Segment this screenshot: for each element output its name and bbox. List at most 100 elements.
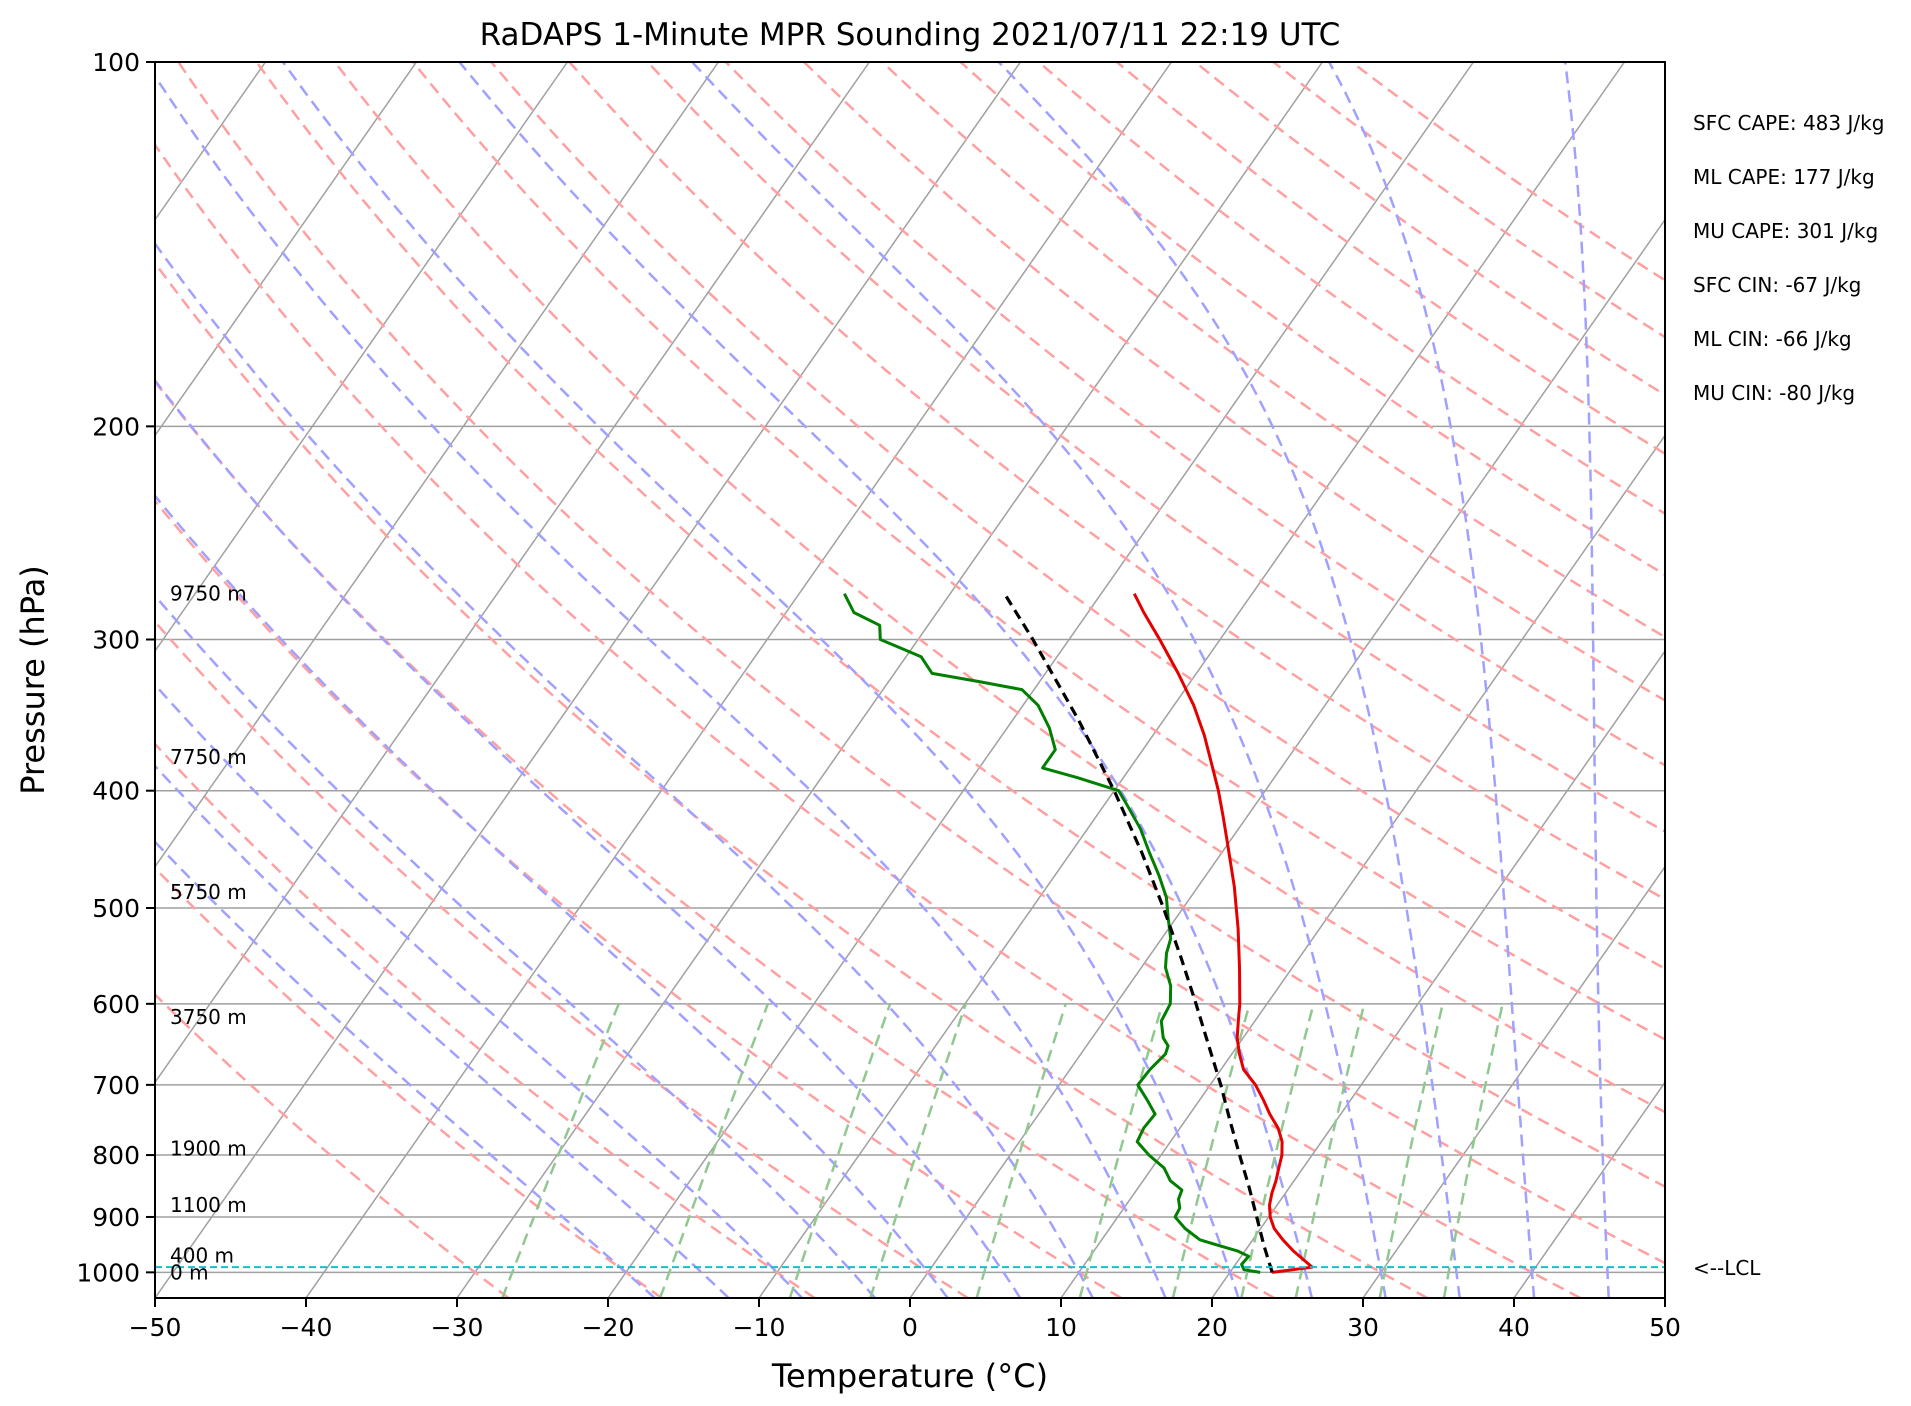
stability-annotation: ML CIN: -66 J/kg xyxy=(1693,327,1852,351)
dry-adiabat-line xyxy=(155,379,1275,1298)
height-label: 7750 m xyxy=(170,745,247,769)
sounding-series xyxy=(155,592,1665,1274)
x-tick-label: 10 xyxy=(1045,1313,1077,1342)
isotherm-line xyxy=(1513,1081,1665,1298)
x-tick-label: −30 xyxy=(431,1313,484,1342)
moist-adiabat-line xyxy=(281,62,1240,1298)
dry-adiabat-line xyxy=(255,62,1665,1189)
height-label: 5750 m xyxy=(170,880,247,904)
x-axis-ticks: −50 −40 −30 −20 −10 0 10 20 30 40 50 xyxy=(129,1298,1681,1342)
stability-annotation: SFC CAPE: 483 J/kg xyxy=(1693,111,1884,135)
y-axis-ticks: 100 200 300 400 500 600 700 800 900 1000 xyxy=(76,48,155,1287)
lcl-label-group: <--LCL xyxy=(1693,1256,1761,1280)
dry-adiabat-line xyxy=(1116,62,1665,456)
stability-annotation: MU CAPE: 301 J/kg xyxy=(1693,219,1878,243)
mixing-ratio-line xyxy=(658,1003,770,1298)
background-lines xyxy=(155,62,1665,1298)
dry-adiabat-line xyxy=(724,62,1665,767)
dry-adiabat-line xyxy=(490,62,1665,970)
isotherm-line xyxy=(155,62,418,437)
dry-adiabat-line xyxy=(803,62,1665,702)
isotherm-line xyxy=(1664,1296,1665,1298)
dry-adiabat-line xyxy=(646,62,1665,833)
dry-adiabat-line xyxy=(959,62,1665,577)
height-labels: 9750 m 7750 m 5750 m 3750 m 1900 m 1100 m 400 … xyxy=(170,582,247,1285)
y-tick-label: 200 xyxy=(92,412,140,441)
height-label: 9750 m xyxy=(170,582,247,606)
moist-adiabat-line xyxy=(155,593,877,1298)
isotherm-line xyxy=(1362,865,1665,1298)
mixing-ratio-line xyxy=(1240,1003,1315,1298)
x-tick-label: 20 xyxy=(1196,1313,1228,1342)
y-tick-label: 900 xyxy=(92,1203,140,1232)
mixing-ratio-line xyxy=(1171,1003,1251,1298)
x-tick-label: 30 xyxy=(1347,1313,1379,1342)
x-tick-label: 40 xyxy=(1498,1313,1530,1342)
isotherm-line xyxy=(155,62,569,653)
x-tick-label: −10 xyxy=(733,1313,786,1342)
x-tick-label: −40 xyxy=(280,1313,333,1342)
y-tick-label: 700 xyxy=(92,1071,140,1100)
height-label: 400 m xyxy=(170,1243,234,1267)
mixing-ratio-line xyxy=(975,1003,1067,1298)
dry-adiabat-line xyxy=(1194,62,1665,397)
x-tick-label: −50 xyxy=(129,1313,182,1342)
isotherm-line xyxy=(155,62,871,1084)
mixing-ratio-line xyxy=(501,1003,620,1298)
isotherm-line xyxy=(155,62,1022,1298)
dry-adiabat-line xyxy=(568,62,1665,901)
height-label: 0 m xyxy=(170,1260,209,1284)
y-tick-label: 500 xyxy=(92,894,140,923)
moist-adiabat-line xyxy=(155,840,656,1298)
mixing-ratio-line xyxy=(1378,1003,1444,1298)
isotherm-line xyxy=(155,62,720,869)
plot-frame xyxy=(154,61,1666,1299)
moist-adiabat-line xyxy=(155,378,1022,1298)
moist-adiabat-line xyxy=(1563,62,1610,1298)
dry-adiabat-line xyxy=(155,260,1428,1298)
isotherm-line xyxy=(909,218,1665,1298)
dry-adiabat-line xyxy=(177,62,1665,1265)
mixing-ratio-line xyxy=(788,1003,892,1298)
height-label: 1900 m xyxy=(170,1136,247,1160)
stability-annotation: MU CIN: -80 J/kg xyxy=(1693,381,1855,405)
mixing-ratio-line xyxy=(1078,1003,1164,1298)
y-tick-label: 1000 xyxy=(76,1258,140,1287)
chart-title: RaDAPS 1-Minute MPR Sounding 2021/07/11 … xyxy=(480,17,1341,53)
moist-adiabat-line xyxy=(458,62,1314,1298)
moist-adiabat-line xyxy=(155,241,1094,1298)
x-tick-label: 0 xyxy=(902,1313,918,1342)
pressure-gridlines xyxy=(155,61,1665,1274)
isotherm-line xyxy=(1060,434,1665,1298)
moist-adiabat-line xyxy=(155,764,730,1298)
isotherm-line xyxy=(456,62,1324,1298)
dry-adiabat-line xyxy=(155,992,510,1298)
x-tick-label: −20 xyxy=(582,1313,635,1342)
dewpoint-series-line xyxy=(843,593,1261,1274)
mixing-ratio-line xyxy=(869,1003,967,1298)
temperature-series-line xyxy=(1132,593,1314,1274)
moist-adiabat-line xyxy=(155,682,803,1298)
height-label: 3750 m xyxy=(170,1005,247,1029)
y-tick-label: 600 xyxy=(92,990,140,1019)
dry-adiabat-line xyxy=(155,499,1122,1298)
lcl-label: <--LCL xyxy=(1693,1256,1761,1280)
dry-adiabat-line xyxy=(155,142,1581,1298)
height-label: 1100 m xyxy=(170,1193,247,1217)
isotherm-line xyxy=(607,62,1475,1298)
mixing-ratio-line xyxy=(1442,1003,1504,1298)
dry-adiabat-line xyxy=(155,866,663,1298)
dry-adiabat-line xyxy=(412,62,1665,1041)
dry-adiabat-line xyxy=(155,742,816,1298)
isotherm-line xyxy=(305,62,1173,1298)
moist-adiabat-line xyxy=(997,62,1461,1298)
stability-annotations: SFC CAPE: 483 J/kg ML CAPE: 177 J/kg MU CA… xyxy=(1693,111,1884,405)
moist-adiabat-line xyxy=(155,73,1167,1298)
parcel-series-line xyxy=(1003,592,1274,1273)
moist-adiabat-line xyxy=(1328,62,1536,1298)
dry-adiabat-line xyxy=(881,62,1665,639)
mixing-ratio-line xyxy=(1294,1003,1366,1298)
y-tick-label: 100 xyxy=(92,48,140,77)
y-tick-label: 300 xyxy=(92,625,140,654)
